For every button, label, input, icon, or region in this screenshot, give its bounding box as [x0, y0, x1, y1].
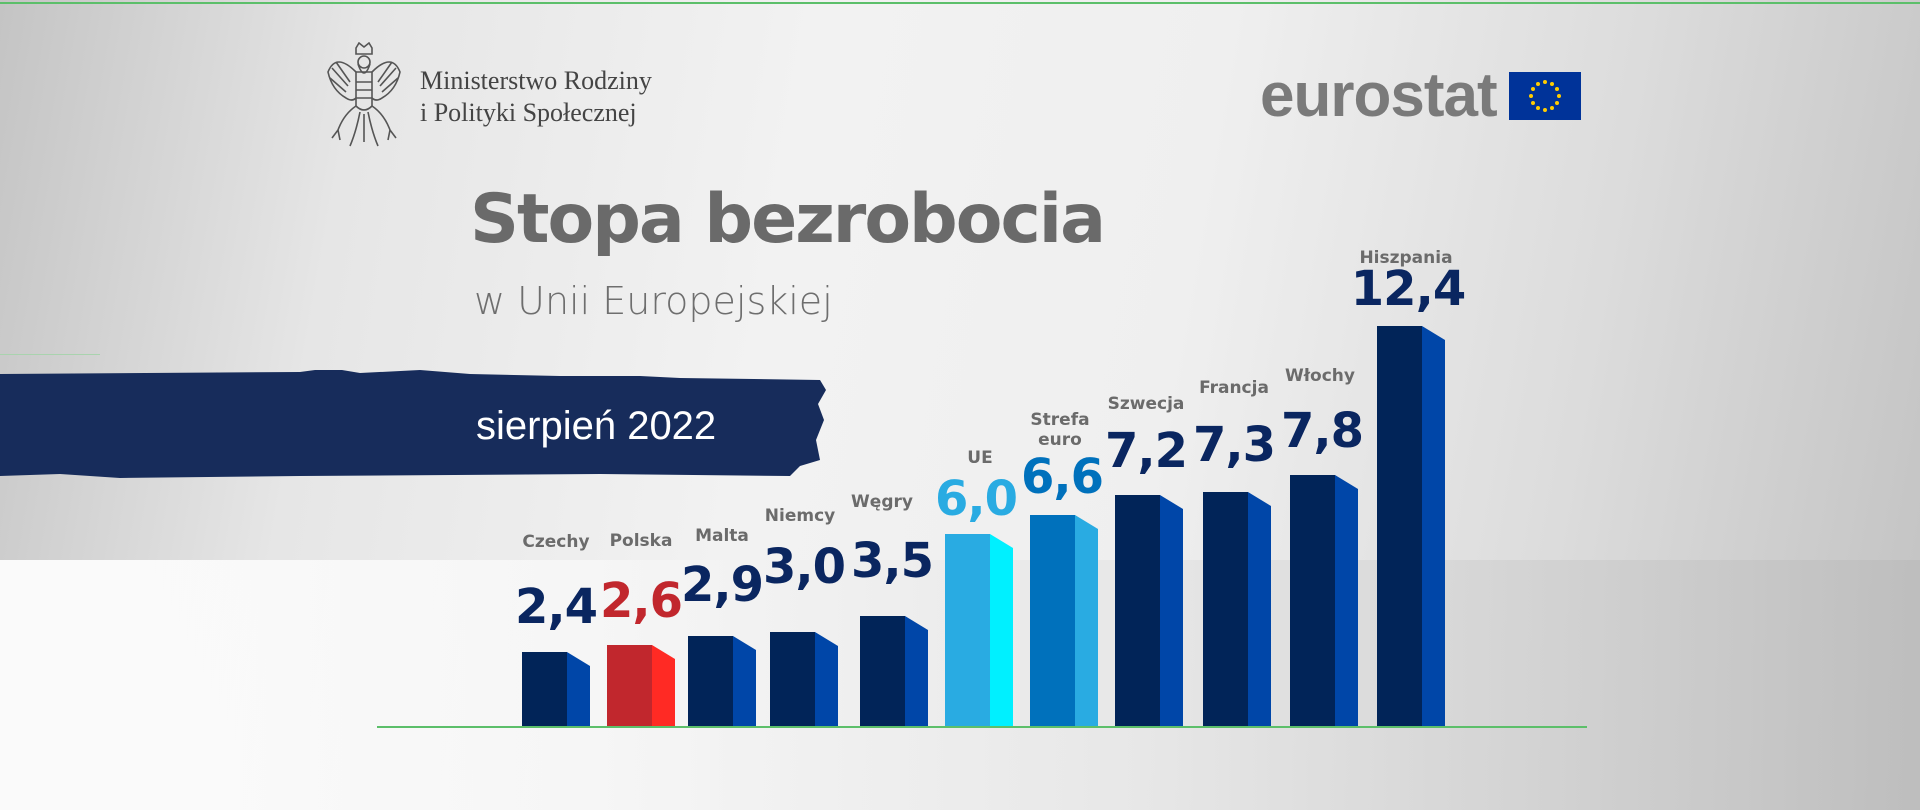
country-label: Niemcy	[764, 506, 836, 526]
value-label: 7,2	[1104, 423, 1188, 479]
ministry-name-line2: i Polityki Społecznej	[420, 98, 637, 127]
country-label: Włochy	[1284, 366, 1355, 386]
country-label-line2: euro	[1038, 430, 1082, 450]
eu-flag-icon	[1508, 72, 1581, 120]
page-subtitle: w Unii Europejskiej	[474, 279, 833, 323]
polish-eagle-emblem-icon	[327, 42, 401, 147]
value-label: 3,0	[762, 539, 846, 595]
country-label: Węgry	[851, 492, 913, 512]
left-accent-line	[0, 354, 100, 355]
bar-ue	[945, 534, 1013, 726]
bar-wegry	[860, 616, 928, 726]
value-label: 6,6	[1020, 449, 1104, 505]
country-label: Czechy	[522, 532, 590, 552]
bar-polska	[607, 645, 675, 726]
ministry-name: Ministerstwo Rodziny i Polityki Społeczn…	[420, 65, 652, 129]
value-label: 2,6	[599, 573, 683, 629]
country-label-line1: Strefa	[1030, 410, 1090, 430]
eurostat-wordmark: eurostat	[1260, 61, 1498, 130]
value-label: 2,4	[514, 579, 598, 635]
country-label: Strefa euro	[1000, 410, 1120, 450]
period-label: sierpień 2022	[476, 404, 717, 448]
bar-niemcy	[770, 632, 838, 726]
country-label: UE	[967, 448, 993, 468]
value-label: 2,9	[680, 557, 764, 613]
period-banner	[0, 370, 826, 478]
bar-hiszpania	[1377, 326, 1445, 726]
bar-czechy	[522, 652, 590, 726]
bar-francja	[1203, 492, 1271, 726]
chart-baseline	[377, 726, 1587, 728]
value-label: 7,8	[1280, 403, 1364, 459]
value-label: 12,4	[1350, 261, 1466, 317]
top-accent-line	[0, 2, 1920, 4]
country-label: Szwecja	[1107, 394, 1185, 414]
bar-strefa-euro	[1030, 515, 1098, 726]
country-label: Francja	[1199, 378, 1269, 398]
country-label: Hiszpania	[1359, 248, 1453, 268]
value-label: 6,0	[934, 471, 1018, 527]
page-title: Stopa bezrobocia	[470, 180, 1106, 259]
bar-wlochy	[1290, 475, 1358, 726]
value-label: 3,5	[850, 533, 934, 589]
bar-szwecja	[1115, 495, 1183, 726]
bar-malta	[688, 636, 756, 726]
value-label: 7,3	[1192, 417, 1276, 473]
eurostat-logo: eurostat	[1260, 61, 1581, 130]
country-label: Malta	[695, 526, 749, 546]
ministry-logo: Ministerstwo Rodziny i Polityki Społeczn…	[326, 42, 652, 152]
country-label: Polska	[609, 531, 673, 551]
ministry-name-line1: Ministerstwo Rodziny	[420, 66, 652, 95]
